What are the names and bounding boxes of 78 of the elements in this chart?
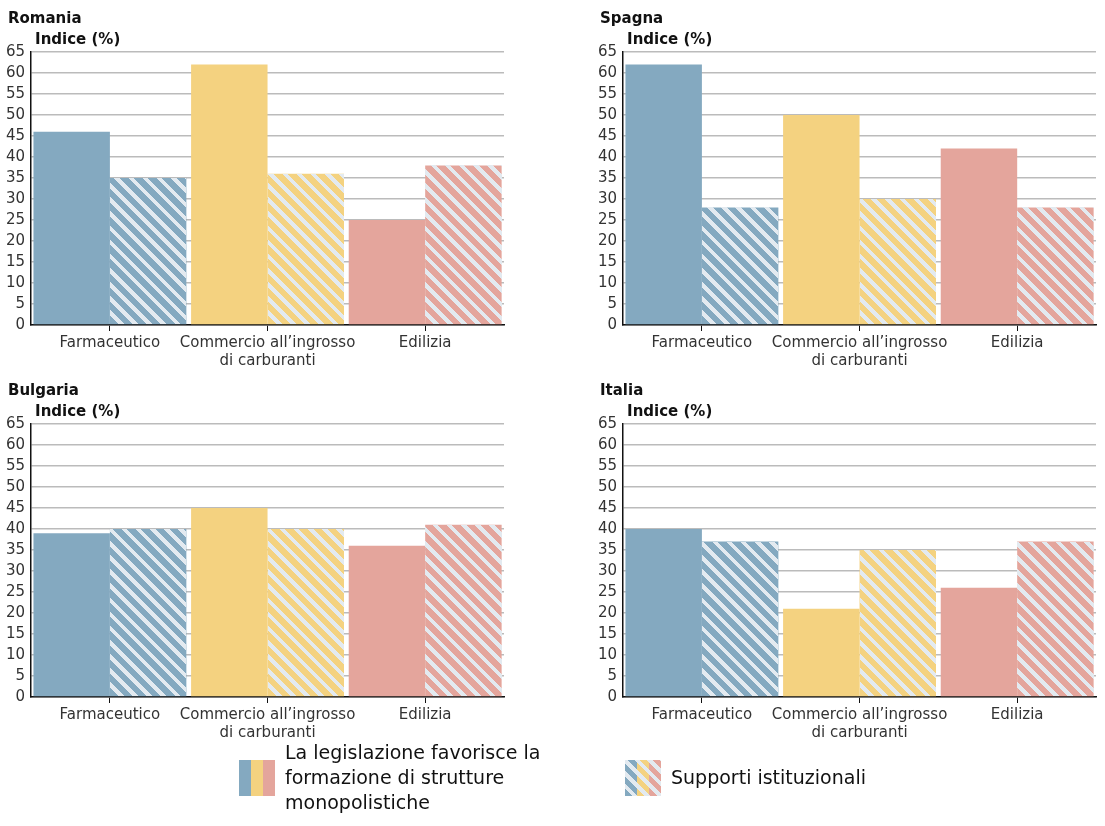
y-tick-label: 15: [597, 623, 618, 642]
y-tick-label: 55: [597, 83, 618, 102]
chart-title: Bulgaria: [7, 380, 80, 400]
y-tick-label: 40: [5, 518, 26, 537]
y-tick-label: 15: [597, 251, 618, 270]
y-tick-label: 25: [5, 581, 26, 600]
x-tick-label: Farmaceutico: [651, 704, 753, 723]
y-tick-label: 35: [597, 539, 618, 558]
x-tick-label: Commercio all’ingrosso di carburanti: [771, 332, 948, 369]
y-tick-label: 50: [597, 104, 618, 123]
y-tick-label: 65: [5, 413, 26, 432]
chart-title: Italia: [599, 380, 645, 400]
y-tick-label: 10: [5, 272, 26, 291]
y-tick-label: 60: [5, 434, 26, 453]
y-tick-label: 30: [5, 560, 26, 579]
x-tick-label: Edilizia: [990, 704, 1044, 723]
x-tick-label: Edilizia: [398, 704, 452, 723]
y-tick-label: 55: [5, 455, 26, 474]
y-tick-label: 0: [607, 314, 618, 333]
y-tick-label: 5: [607, 293, 618, 312]
y-tick-label: 25: [5, 209, 26, 228]
x-tick-label: Commercio all’ingrosso di carburanti: [179, 332, 356, 369]
y-tick-label: 10: [5, 644, 26, 663]
y-tick-label: 20: [597, 230, 618, 249]
y-tick-label: 5: [607, 665, 618, 684]
y-tick-label: 65: [5, 41, 26, 60]
y-tick-label: 0: [607, 686, 618, 705]
y-tick-label: 50: [597, 476, 618, 495]
y-tick-label: 25: [597, 209, 618, 228]
x-tick-label: Edilizia: [990, 332, 1044, 351]
y-tick-label: 50: [5, 476, 26, 495]
y-tick-label: 35: [597, 167, 618, 186]
y-tick-label: 60: [5, 62, 26, 81]
y-axis-title: Indice (%): [35, 402, 121, 421]
y-tick-label: 5: [15, 293, 26, 312]
y-axis-title: Indice (%): [627, 30, 713, 49]
y-tick-label: 45: [597, 497, 618, 516]
y-tick-label: 45: [597, 125, 618, 144]
x-tick-label: Edilizia: [398, 332, 452, 351]
x-tick-label: Farmaceutico: [59, 332, 161, 351]
y-tick-label: 5: [15, 665, 26, 684]
x-tick-label: Commercio all’ingrosso di carburanti: [179, 704, 356, 741]
y-tick-label: 65: [597, 413, 618, 432]
chart-title: Romania: [7, 8, 83, 28]
y-tick-label: 60: [597, 62, 618, 81]
y-tick-label: 20: [597, 602, 618, 621]
y-tick-label: 10: [597, 644, 618, 663]
legend-label: La legislazione favorisce la formazione di strutture monopolistiche: [285, 740, 542, 815]
y-tick-label: 20: [5, 230, 26, 249]
chart-title: Spagna: [599, 8, 665, 28]
y-tick-label: 45: [5, 497, 26, 516]
y-tick-label: 60: [597, 434, 618, 453]
y-tick-label: 15: [5, 251, 26, 270]
y-tick-label: 25: [597, 581, 618, 600]
y-tick-label: 30: [597, 188, 618, 207]
y-tick-label: 55: [5, 83, 26, 102]
y-tick-label: 65: [597, 41, 618, 60]
y-tick-label: 50: [5, 104, 26, 123]
y-tick-label: 30: [5, 188, 26, 207]
y-tick-label: 10: [597, 272, 618, 291]
y-tick-label: 40: [5, 146, 26, 165]
x-tick-label: Commercio all’ingrosso di carburanti: [771, 704, 948, 741]
y-tick-label: 0: [15, 314, 26, 333]
y-tick-label: 30: [597, 560, 618, 579]
y-tick-label: 20: [5, 602, 26, 621]
legend-label: Supporti istituzionali: [671, 765, 866, 790]
y-tick-label: 35: [5, 167, 26, 186]
y-tick-label: 35: [5, 539, 26, 558]
y-tick-label: 40: [597, 518, 618, 537]
y-tick-label: 0: [15, 686, 26, 705]
x-tick-label: Farmaceutico: [651, 332, 753, 351]
y-tick-label: 45: [5, 125, 26, 144]
y-tick-label: 15: [5, 623, 26, 642]
y-tick-label: 55: [597, 455, 618, 474]
x-tick-label: Farmaceutico: [59, 704, 161, 723]
y-tick-label: 40: [597, 146, 618, 165]
y-axis-title: Indice (%): [35, 30, 121, 49]
y-axis-title: Indice (%): [627, 402, 713, 421]
